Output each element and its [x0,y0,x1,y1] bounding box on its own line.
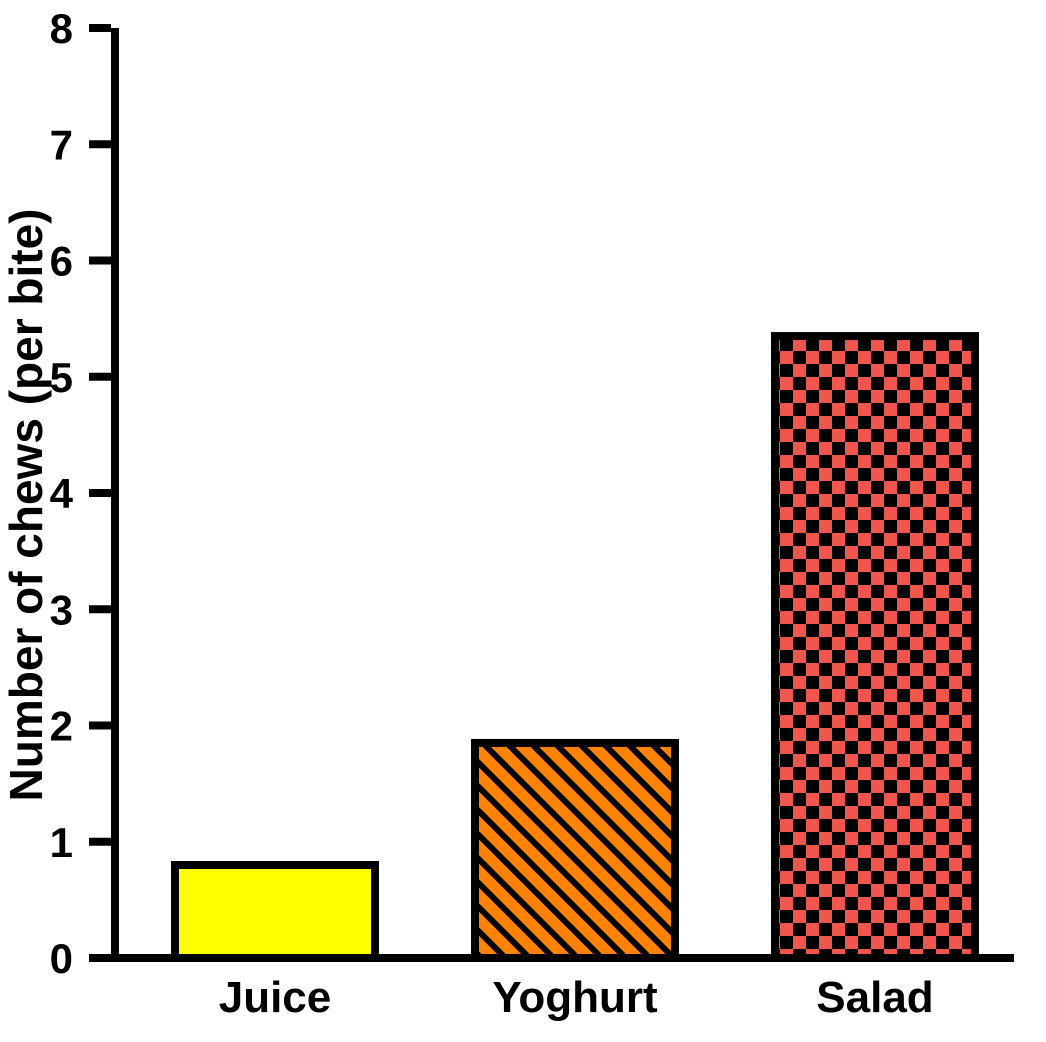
y-tick-label: 7 [50,121,73,168]
y-tick-label: 8 [50,5,73,52]
axis-lines [111,28,1014,962]
x-category-label: Salad [816,973,933,1022]
axes-group [111,28,1014,962]
bar-yoghurt [471,738,679,962]
y-tick-label: 5 [50,354,73,401]
y-tick-label: 1 [50,819,73,866]
y-tick-label: 2 [50,703,73,750]
y-tick-label: 4 [50,470,74,517]
y-axis-title: Number of chews (per bite) [0,209,52,802]
bars-group [171,332,979,962]
y-tick-label: 0 [50,935,73,982]
bar-juice [171,861,379,962]
bar-salad [771,332,979,962]
y-tick-label: 3 [50,586,73,633]
x-category-label: Yoghurt [492,973,658,1022]
y-ticks-group: 0 1 2 3 4 5 6 7 8 [50,5,111,982]
x-category-label: Juice [219,973,332,1022]
x-category-labels-group: Juice Yoghurt Salad [219,973,934,1022]
y-tick-label: 6 [50,238,73,285]
